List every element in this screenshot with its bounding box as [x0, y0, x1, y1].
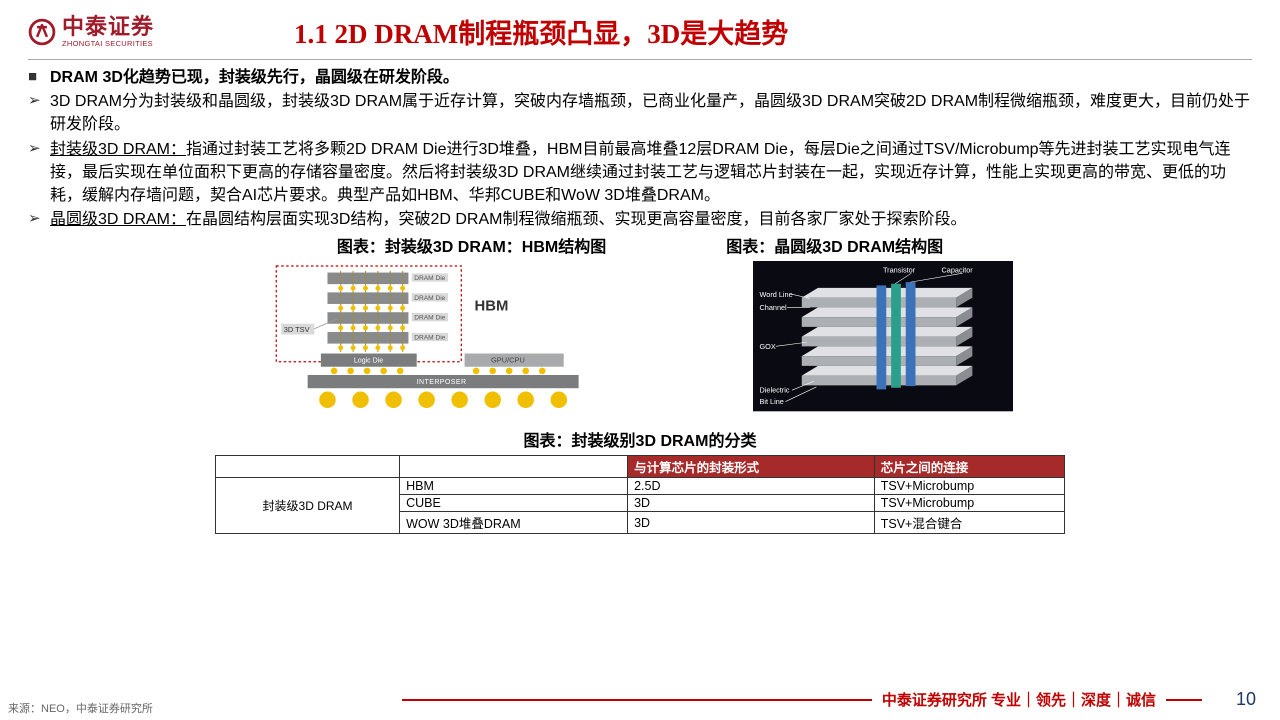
slide-footer: 中泰证券研究所 专业｜领先｜深度｜诚信 10 — [0, 689, 1280, 710]
bullet-2-body: 指通过封装工艺将多颗2D DRAM Die进行3D堆叠，HBM目前最高堆叠12层… — [50, 141, 1231, 204]
hbm-figure: DRAM Die DRAM Die DRAM Die DRAM Die HBM — [268, 261, 648, 423]
company-logo: 中泰证券 ZHONGTAI SECURITIES — [28, 16, 154, 48]
slide-header: 中泰证券 ZHONGTAI SECURITIES 1.1 2D DRAM制程瓶颈… — [28, 12, 1252, 51]
slide-title: 1.1 2D DRAM制程瓶颈凸显，3D是大趋势 — [294, 12, 788, 51]
col-package-form: 与计算芯片的封装形式 — [628, 456, 875, 478]
bullet-arrow-icon: ➢ — [28, 208, 50, 230]
svg-text:Capacitor: Capacitor — [941, 266, 973, 275]
svg-text:DRAM Die: DRAM Die — [414, 295, 445, 302]
bullet-2-key: 封装级3D DRAM： — [50, 141, 186, 158]
row-group-label: 封装级3D DRAM — [216, 478, 400, 534]
slide: 中泰证券 ZHONGTAI SECURITIES 1.1 2D DRAM制程瓶颈… — [0, 0, 1280, 720]
svg-text:Dielectric: Dielectric — [759, 386, 789, 395]
page-number: 10 — [1222, 689, 1256, 710]
bullet-lead-text: DRAM 3D化趋势已现，封装级先行，晶圆级在研发阶段。 — [50, 66, 1252, 89]
figure-hbm-title: 图表：封装级3D DRAM：HBM结构图 — [337, 233, 606, 257]
bullet-lead: ■ DRAM 3D化趋势已现，封装级先行，晶圆级在研发阶段。 — [28, 66, 1252, 89]
bullet-3-text: 晶圆级3D DRAM：在晶圆结构层面实现3D结构，突破2D DRAM制程微缩瓶颈… — [50, 208, 1252, 231]
cell: TSV+Microbump — [874, 478, 1064, 495]
figure-titles-row: 图表：封装级3D DRAM：HBM结构图 图表：晶圆级3D DRAM结构图 — [28, 233, 1252, 257]
source-label: 来源：NEO，中泰证券研究所 — [8, 700, 153, 716]
svg-text:DRAM Die: DRAM Die — [414, 315, 445, 322]
svg-text:Channel: Channel — [759, 303, 787, 312]
cell: 2.5D — [628, 478, 875, 495]
svg-text:DRAM Die: DRAM Die — [414, 335, 445, 342]
brand-line: 中泰证券研究所 专业｜领先｜深度｜诚信 — [24, 689, 1202, 710]
table-header-row: 与计算芯片的封装形式 芯片之间的连接 — [216, 456, 1065, 478]
cell: 3D — [628, 512, 875, 534]
bullet-2-text: 封装级3D DRAM：指通过封装工艺将多颗2D DRAM Die进行3D堆叠，H… — [50, 138, 1252, 208]
table-title: 图表：封装级别3D DRAM的分类 — [28, 427, 1252, 451]
col-connection: 芯片之间的连接 — [874, 456, 1064, 478]
bullet-2: ➢ 封装级3D DRAM：指通过封装工艺将多颗2D DRAM Die进行3D堆叠… — [28, 138, 1252, 208]
svg-text:GOX: GOX — [759, 342, 775, 351]
cell: TSV+Microbump — [874, 495, 1064, 512]
svg-text:Word Line: Word Line — [759, 290, 792, 299]
figures-row: DRAM Die DRAM Die DRAM Die DRAM Die HBM — [28, 261, 1252, 423]
classification-table: 与计算芯片的封装形式 芯片之间的连接 封装级3D DRAM HBM 2.5D T… — [215, 455, 1065, 534]
svg-text:INTERPOSER: INTERPOSER — [416, 379, 466, 386]
logo-cn: 中泰证券 — [62, 16, 154, 38]
cell: HBM — [400, 478, 628, 495]
logo-icon — [28, 18, 56, 46]
bullet-3-key: 晶圆级3D DRAM： — [50, 211, 186, 228]
bullet-3-body: 在晶圆结构层面实现3D结构，突破2D DRAM制程微缩瓶颈、实现更高容量密度，目… — [186, 211, 966, 228]
svg-text:Bit Line: Bit Line — [759, 397, 783, 406]
wafer-figure: Transistor Capacitor Word Line Channel G… — [753, 261, 1013, 416]
bullet-1: ➢ 3D DRAM分为封装级和晶圆级，封装级3D DRAM属于近存计算，突破内存… — [28, 90, 1252, 136]
svg-text:DRAM Die: DRAM Die — [414, 275, 445, 282]
cell: TSV+混合键合 — [874, 512, 1064, 534]
logo-en: ZHONGTAI SECURITIES — [62, 40, 154, 48]
figure-wafer-title: 图表：晶圆级3D DRAM结构图 — [726, 233, 943, 257]
content: ■ DRAM 3D化趋势已现，封装级先行，晶圆级在研发阶段。 ➢ 3D DRAM… — [28, 66, 1252, 231]
cell: CUBE — [400, 495, 628, 512]
svg-text:GPU/CPU: GPU/CPU — [491, 356, 525, 365]
bullet-arrow-icon: ➢ — [28, 90, 50, 112]
svg-text:3D TSV: 3D TSV — [283, 325, 309, 334]
bullet-1-text: 3D DRAM分为封装级和晶圆级，封装级3D DRAM属于近存计算，突破内存墙瓶… — [50, 90, 1252, 136]
svg-text:Transistor: Transistor — [883, 266, 916, 275]
brand-text: 中泰证券研究所 专业｜领先｜深度｜诚信 — [882, 689, 1156, 710]
cell: WOW 3D堆叠DRAM — [400, 512, 628, 534]
cell: 3D — [628, 495, 875, 512]
header-divider — [28, 59, 1252, 60]
table-row: 封装级3D DRAM HBM 2.5D TSV+Microbump — [216, 478, 1065, 495]
svg-text:Logic Die: Logic Die — [353, 358, 382, 365]
bullet-3: ➢ 晶圆级3D DRAM：在晶圆结构层面实现3D结构，突破2D DRAM制程微缩… — [28, 208, 1252, 231]
bullet-arrow-icon: ➢ — [28, 138, 50, 160]
svg-text:HBM: HBM — [474, 299, 508, 315]
bullet-square-icon: ■ — [28, 66, 50, 88]
